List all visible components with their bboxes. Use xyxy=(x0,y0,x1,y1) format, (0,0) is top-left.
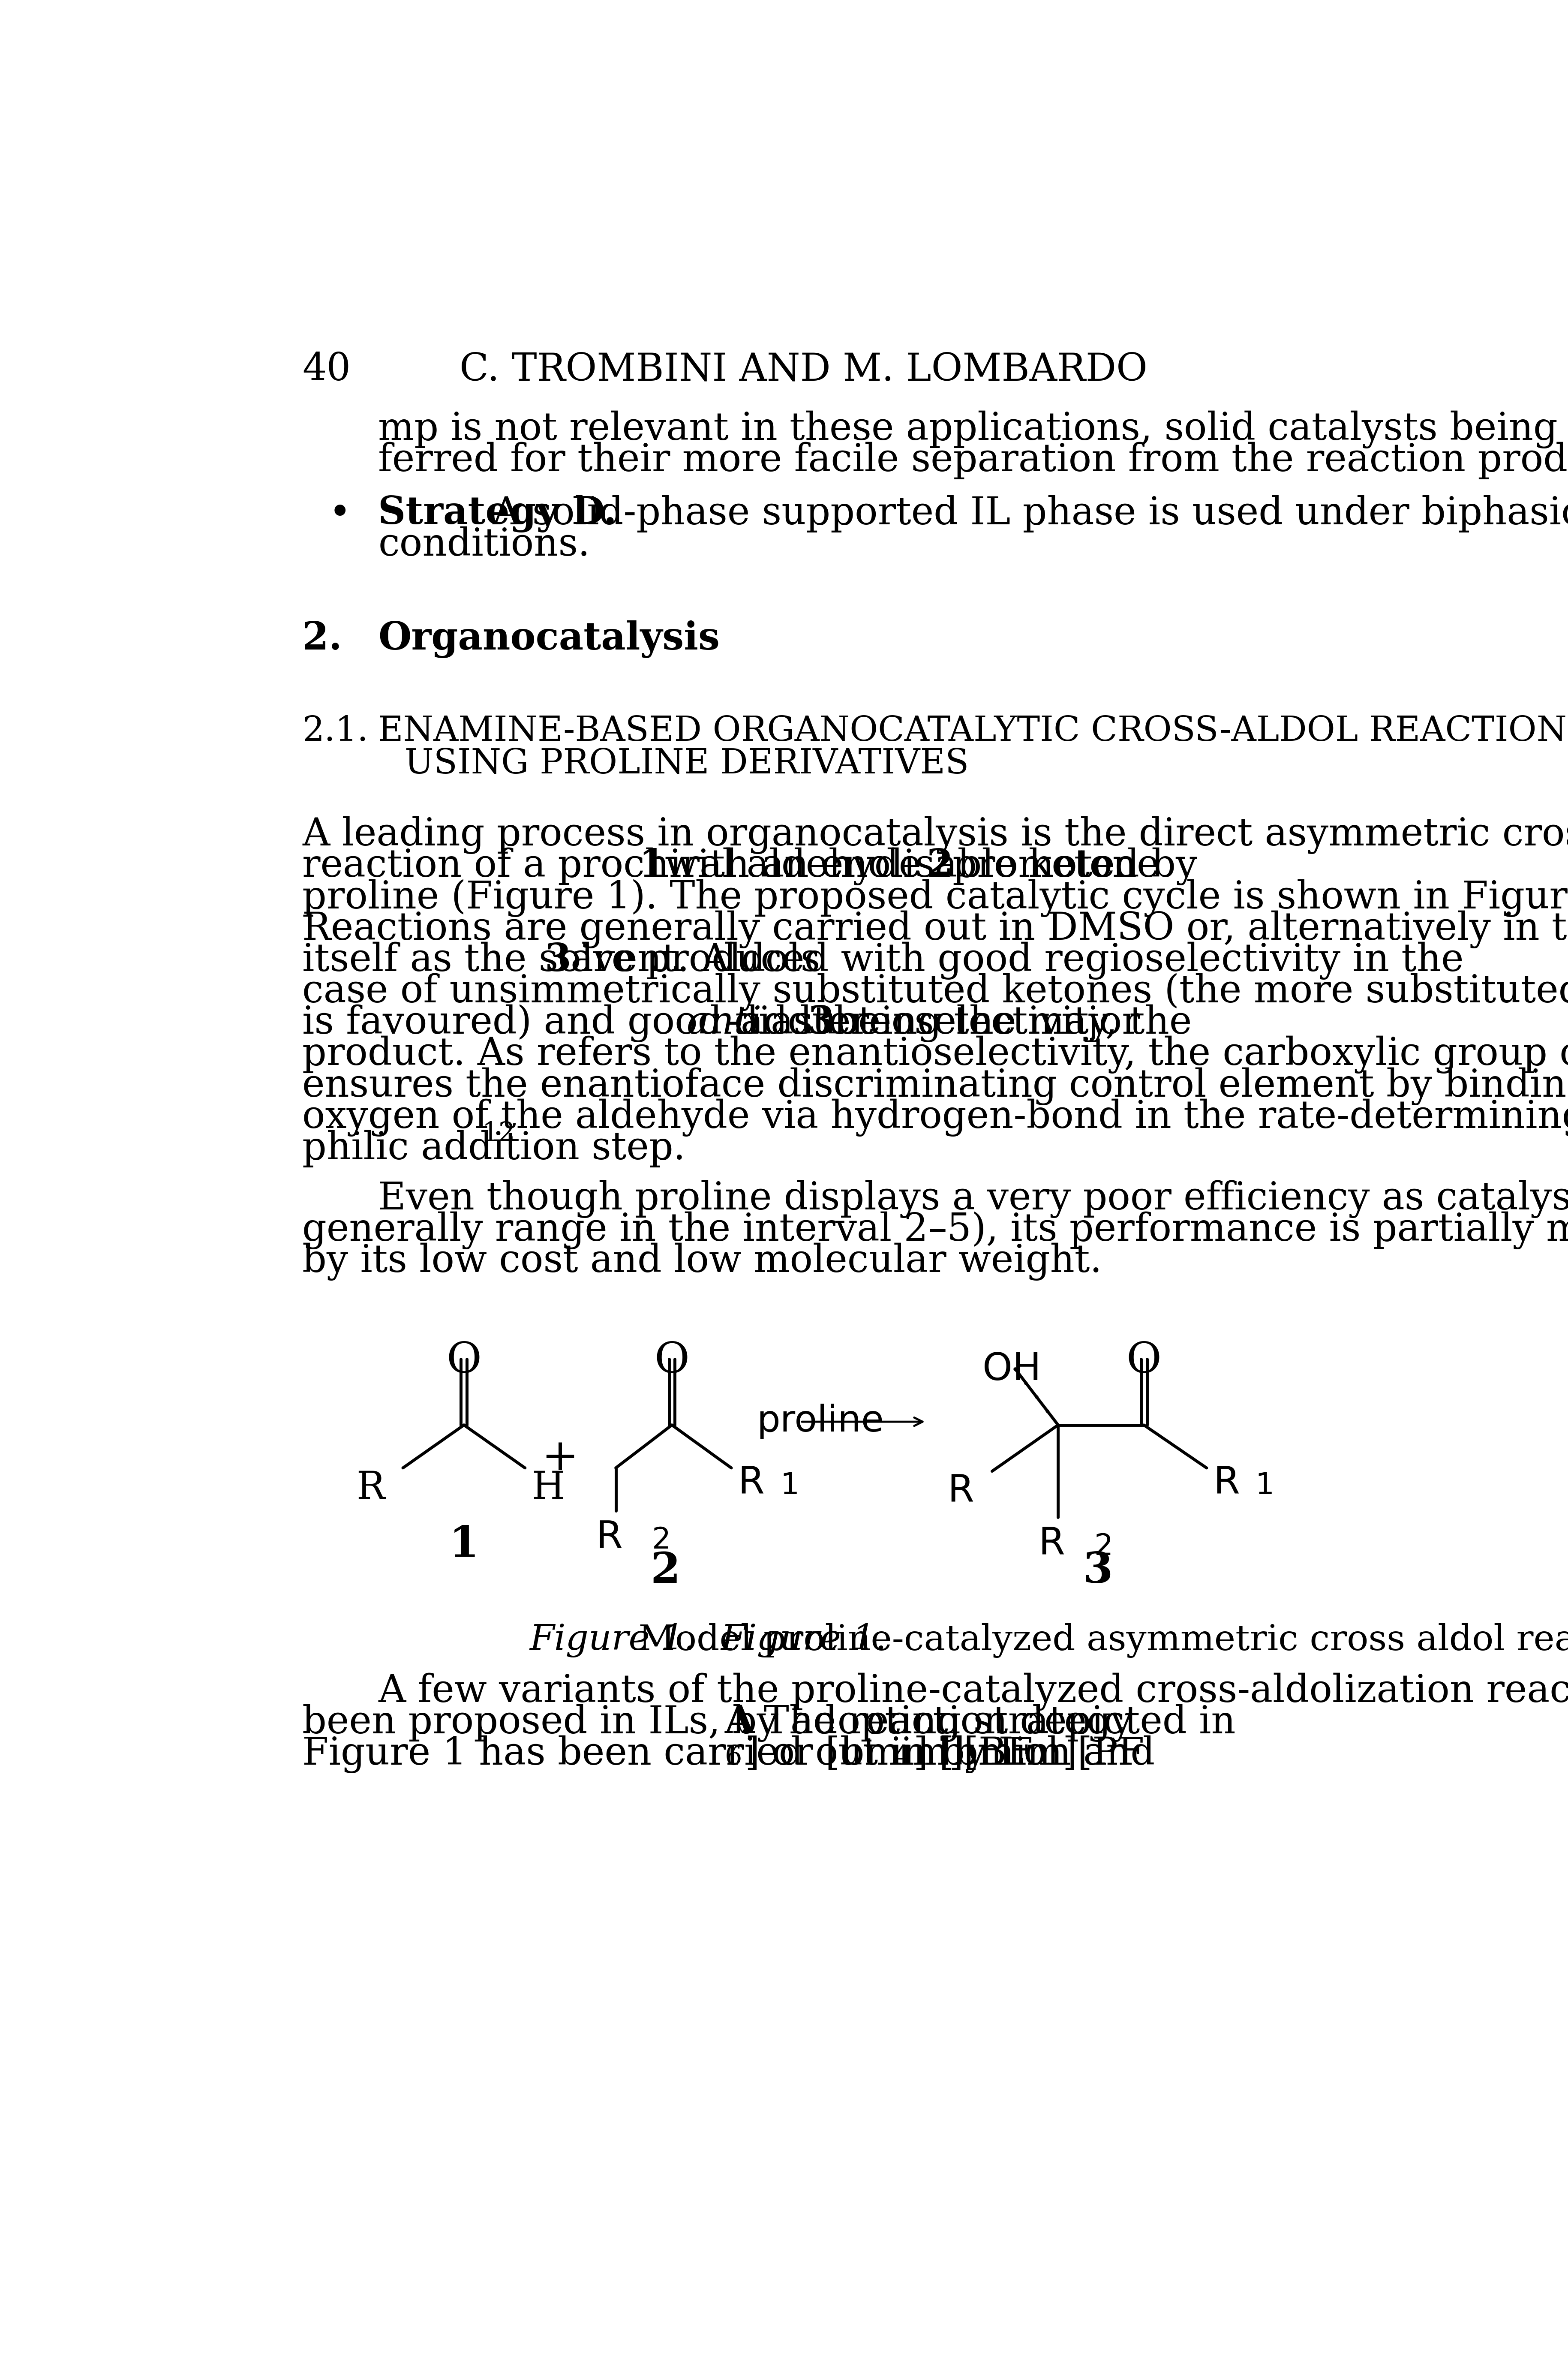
Text: 3: 3 xyxy=(544,941,571,979)
Text: generally range in the interval 2–5), its performance is partially mitigated: generally range in the interval 2–5), it… xyxy=(303,1212,1568,1250)
Text: Figure 1 has been carried out in [bmim][PF: Figure 1 has been carried out in [bmim][… xyxy=(303,1734,1145,1772)
Text: 2.1.: 2.1. xyxy=(303,715,368,748)
Text: 1: 1 xyxy=(781,1471,800,1499)
Text: O: O xyxy=(447,1340,481,1383)
Text: USING PROLINE DERIVATIVES: USING PROLINE DERIVATIVES xyxy=(405,748,969,782)
Text: being the major: being the major xyxy=(822,1005,1140,1043)
Text: R: R xyxy=(596,1518,622,1556)
Text: proline: proline xyxy=(756,1404,884,1440)
Text: 2: 2 xyxy=(651,1552,681,1592)
Text: Strategy D.: Strategy D. xyxy=(378,494,616,532)
Text: 12: 12 xyxy=(481,1121,516,1145)
Text: Reactions are generally carried out in DMSO or, alternatively in the ketone: Reactions are generally carried out in D… xyxy=(303,910,1568,948)
Text: conditions.: conditions. xyxy=(378,527,590,563)
Text: •: • xyxy=(329,494,351,532)
Text: 3: 3 xyxy=(1083,1552,1113,1592)
Text: R: R xyxy=(1214,1464,1240,1502)
Text: 40: 40 xyxy=(303,352,351,390)
Text: philic addition step.: philic addition step. xyxy=(303,1131,685,1167)
Text: 4: 4 xyxy=(894,1744,911,1770)
Text: H: H xyxy=(532,1471,564,1506)
Text: OH: OH xyxy=(983,1350,1041,1388)
Text: been proposed in ILs, by adopting strategy: been proposed in ILs, by adopting strate… xyxy=(303,1704,1145,1742)
Text: oxygen of the aldehyde via hydrogen-bond in the rate-determining nucleo-: oxygen of the aldehyde via hydrogen-bond… xyxy=(303,1098,1568,1136)
Text: 1: 1 xyxy=(448,1523,478,1566)
Text: case of unsimmetrically substituted ketones (the more substituted enamine: case of unsimmetrically substituted keto… xyxy=(303,974,1568,1012)
Text: 2: 2 xyxy=(652,1525,671,1554)
Text: ] by Loh and: ] by Loh and xyxy=(914,1734,1156,1772)
Text: 2: 2 xyxy=(927,848,953,884)
Text: Model proline-catalyzed asymmetric cross aldol reaction.: Model proline-catalyzed asymmetric cross… xyxy=(627,1623,1568,1658)
Text: 1: 1 xyxy=(638,848,665,884)
Text: 2.: 2. xyxy=(303,620,342,658)
Text: by its low cost and low molecular weight.: by its low cost and low molecular weight… xyxy=(303,1243,1102,1281)
Text: 1: 1 xyxy=(1256,1471,1275,1499)
Text: promoted by: promoted by xyxy=(941,848,1198,886)
Text: R: R xyxy=(739,1464,765,1502)
Text: Organocatalysis: Organocatalysis xyxy=(378,620,720,658)
Text: A few variants of the proline-catalyzed cross-aldolization reactions have: A few variants of the proline-catalyzed … xyxy=(378,1673,1568,1711)
Text: A solid-phase supported IL phase is used under biphasic: A solid-phase supported IL phase is used… xyxy=(480,494,1568,532)
Text: Figure 1.: Figure 1. xyxy=(530,1623,696,1658)
Text: O: O xyxy=(1126,1340,1162,1383)
Text: proline (Figure 1). The proposed catalytic cycle is shown in Figure 2.: proline (Figure 1). The proposed catalyt… xyxy=(303,879,1568,917)
Text: reaction of a prochiral aldehyde: reaction of a prochiral aldehyde xyxy=(303,848,933,886)
Text: R: R xyxy=(1038,1525,1065,1563)
Text: 6: 6 xyxy=(724,1744,742,1770)
Text: A leading process in organocatalysis is the direct asymmetric cross aldol: A leading process in organocatalysis is … xyxy=(303,817,1568,853)
Text: mp is not relevant in these applications, solid catalysts being even pre-: mp is not relevant in these applications… xyxy=(378,411,1568,449)
Text: A: A xyxy=(724,1704,754,1742)
Text: ensures the enantioface discriminating control element by binding the carbonyl: ensures the enantioface discriminating c… xyxy=(303,1067,1568,1105)
Text: C. TROMBINI AND M. LOMBARDO: C. TROMBINI AND M. LOMBARDO xyxy=(459,352,1148,390)
Text: ferred for their more facile separation from the reaction products.: ferred for their more facile separation … xyxy=(378,442,1568,480)
Text: itself as the solvent. Aldols: itself as the solvent. Aldols xyxy=(303,941,833,979)
Text: are produced with good regioselectivity in the: are produced with good regioselectivity … xyxy=(558,941,1465,979)
Text: with an enolisable ketone: with an enolisable ketone xyxy=(652,848,1171,886)
Text: anti: anti xyxy=(687,1005,762,1041)
Text: O: O xyxy=(654,1340,690,1383)
Text: ENAMINE-BASED ORGANOCATALYTIC CROSS-ALDOL REACTIONS: ENAMINE-BASED ORGANOCATALYTIC CROSS-ALDO… xyxy=(378,715,1568,748)
Text: Even though proline displays a very poor efficiency as catalyst (TONs: Even though proline displays a very poor… xyxy=(378,1181,1568,1219)
Text: . The reaction depicted in: . The reaction depicted in xyxy=(740,1704,1236,1742)
Text: ] or [bmim][BF: ] or [bmim][BF xyxy=(745,1734,1033,1772)
Text: Figure 1.: Figure 1. xyxy=(721,1623,886,1658)
Text: -adduct: -adduct xyxy=(728,1005,886,1043)
Text: product. As refers to the enantioselectivity, the carboxylic group of proline: product. As refers to the enantioselecti… xyxy=(303,1036,1568,1074)
Text: 3: 3 xyxy=(808,1005,834,1041)
Text: R: R xyxy=(356,1471,384,1506)
Text: +: + xyxy=(541,1437,579,1478)
Text: is favoured) and good diastereoselectivity, the: is favoured) and good diastereoselectivi… xyxy=(303,1005,1204,1043)
Text: 2: 2 xyxy=(1094,1533,1113,1561)
Text: R: R xyxy=(947,1473,974,1511)
